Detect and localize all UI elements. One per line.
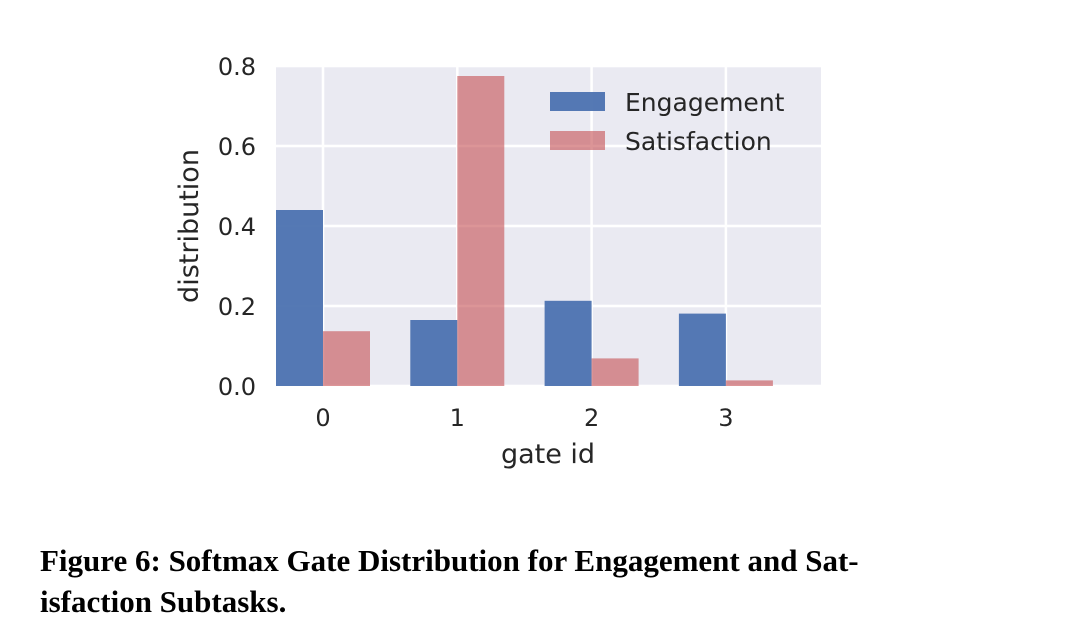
bar-engagement-1 (410, 320, 458, 386)
bar-satisfaction-3 (725, 380, 773, 386)
x-tick-labels: 0 1 2 3 (315, 404, 733, 432)
bar-satisfaction-1 (457, 76, 505, 386)
y-tick-labels: 0.0 0.2 0.4 0.6 0.8 (218, 53, 256, 401)
legend-swatch-engagement (550, 92, 605, 111)
bar-engagement-3 (678, 313, 726, 386)
bar-satisfaction-0 (323, 331, 370, 386)
caption-line-2: isfaction Subtasks. (40, 584, 287, 619)
bar-chart: 0.0 0.2 0.4 0.6 0.8 0 1 2 3 gate id distributio… (174, 53, 821, 470)
y-axis-label: distribution (174, 149, 205, 303)
x-tick-label: 3 (718, 404, 733, 432)
y-tick-label: 0.4 (218, 213, 256, 241)
legend: Engagement Satisfaction (550, 88, 785, 156)
x-tick-label: 0 (315, 404, 330, 432)
bars (276, 76, 773, 386)
caption-line-1: Figure 6: Softmax Gate Distribution for … (40, 543, 859, 578)
y-tick-label: 0.0 (218, 373, 256, 401)
x-tick-label: 2 (584, 404, 599, 432)
bar-engagement-2 (544, 300, 592, 386)
y-tick-label: 0.8 (218, 53, 256, 81)
x-tick-label: 1 (450, 404, 465, 432)
figure-caption: Figure 6: Softmax Gate Distribution for … (40, 540, 1050, 622)
legend-label-engagement: Engagement (625, 88, 785, 117)
x-axis-label: gate id (501, 439, 595, 470)
bar-satisfaction-2 (591, 358, 639, 386)
y-tick-label: 0.6 (218, 133, 256, 161)
bar-engagement-0 (276, 210, 323, 386)
y-tick-label: 0.2 (218, 293, 256, 321)
legend-swatch-satisfaction (550, 131, 605, 150)
legend-label-satisfaction: Satisfaction (625, 127, 772, 156)
